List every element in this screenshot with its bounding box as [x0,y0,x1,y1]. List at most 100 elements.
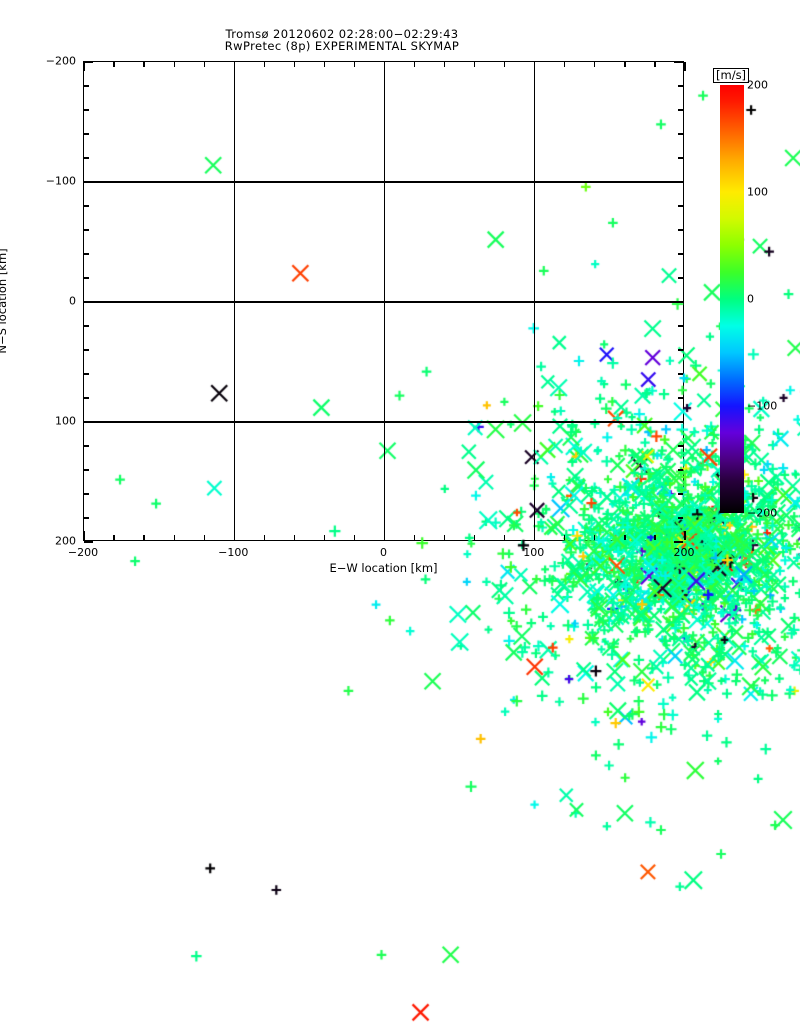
axis-tick-major [684,62,686,71]
axis-tick-minor [678,349,683,351]
axis-tick-minor [678,157,683,159]
y-tick-label: 200 [55,534,76,548]
axis-tick-minor [678,517,683,519]
axis-tick-major [84,61,93,63]
axis-tick-major [233,531,235,540]
axis-tick-minor [504,535,506,540]
axis-tick-minor [678,325,683,327]
axis-tick-minor [84,445,89,447]
gridline-vertical [534,62,536,540]
axis-tick-minor [678,205,683,207]
axis-tick-minor [84,109,89,111]
axis-tick-major [83,62,85,71]
colorbar-tick-label: 100 [747,185,768,199]
colorbar-unit-label: [m/s] [713,68,750,84]
axis-tick-major [684,531,686,540]
axis-tick-minor [84,157,89,159]
scatter-layer [84,62,800,1022]
axis-tick-minor [84,133,89,135]
colorbar-tick-label: 200 [747,78,768,92]
axis-tick-minor [678,229,683,231]
axis-tick-minor [323,535,326,540]
axis-tick-minor [594,62,596,67]
axis-tick-minor [84,325,89,327]
axis-tick-minor [654,62,656,67]
axis-tick-minor [678,373,683,375]
axis-tick-minor [413,535,416,540]
axis-tick-major [383,62,386,71]
axis-tick-major [534,531,536,540]
x-tick-label: 0 [380,546,387,559]
plot-title-line-1: Tromsø 20120602 02:28:00−02:29:43 [225,27,459,41]
axis-tick-minor [203,535,205,540]
axis-tick-minor [678,397,683,399]
axis-tick-minor [113,62,115,67]
axis-tick-minor [84,205,89,207]
axis-tick-minor [678,277,683,279]
axis-tick-minor [654,535,656,540]
axis-tick-minor [594,535,596,540]
axis-tick-major [84,541,93,543]
axis-tick-major [84,421,93,423]
colorbar-tick-label: 0 [747,292,754,306]
axis-tick-minor [413,62,416,67]
axis-tick-minor [678,133,683,135]
axis-tick-major [84,181,93,183]
axis-tick-minor [84,373,89,375]
axis-tick-minor [678,253,683,255]
colorbar-tick-label: −100 [747,399,778,413]
x-tick-label: 200 [673,546,695,559]
axis-tick-major [674,541,683,543]
x-tick-label: −100 [218,546,249,559]
axis-tick-major [674,301,683,303]
axis-tick-minor [84,349,89,351]
axis-tick-minor [293,62,295,67]
axis-tick-minor [84,277,89,279]
axis-tick-minor [678,493,683,495]
y-tick-label: −200 [45,54,76,68]
y-axis-title: N−S location [km] [0,248,9,354]
axis-tick-minor [564,535,566,540]
axis-tick-minor [203,62,205,67]
axis-tick-minor [143,62,145,67]
axis-tick-minor [263,62,265,67]
axis-tick-minor [353,535,356,540]
axis-tick-minor [84,493,89,495]
axis-tick-minor [173,535,175,540]
axis-tick-minor [323,62,326,67]
colorbar-tick-label: −200 [747,506,778,520]
y-tick-label: 0 [69,294,76,308]
axis-tick-minor [443,62,446,67]
gridline-horizontal [84,421,683,423]
x-tick-label: 100 [523,546,545,559]
axis-tick-major [383,531,386,540]
axis-tick-minor [624,535,626,540]
axis-tick-major [83,531,85,540]
axis-tick-minor [678,109,683,111]
axis-tick-minor [474,535,476,540]
axis-tick-major [233,62,235,71]
axis-tick-minor [84,517,89,519]
axis-tick-minor [353,62,356,67]
axis-tick-minor [84,229,89,231]
axis-tick-minor [263,535,265,540]
axis-tick-minor [84,85,89,87]
axis-tick-major [674,61,683,63]
colorbar [720,85,744,513]
axis-tick-major [534,62,536,71]
axis-tick-major [674,421,683,423]
x-axis-title: E−W location [km] [329,561,438,575]
gridline-horizontal [84,181,683,183]
axis-tick-minor [624,62,626,67]
axis-tick-minor [84,397,89,399]
skymap-plot-area [83,61,800,1022]
axis-tick-minor [678,469,683,471]
axis-tick-major [674,181,683,183]
axis-tick-minor [293,535,295,540]
x-tick-label: −200 [67,546,99,559]
axis-tick-minor [678,85,683,87]
y-tick-label: −100 [45,174,76,188]
axis-tick-minor [564,62,566,67]
plot-title-line-2: RwPretec (8p) EXPERIMENTAL SKYMAP [224,39,460,53]
axis-tick-minor [678,445,683,447]
